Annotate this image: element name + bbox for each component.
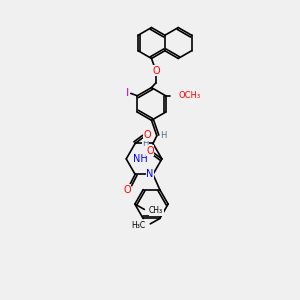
Text: O: O [146, 146, 154, 156]
Text: NH: NH [133, 154, 148, 164]
Text: H₃C: H₃C [131, 220, 146, 230]
Text: H: H [142, 139, 149, 148]
Text: OCH₃: OCH₃ [178, 91, 200, 100]
Text: O: O [143, 130, 151, 140]
Text: N: N [146, 169, 154, 179]
Text: O: O [123, 185, 130, 195]
Text: O: O [152, 66, 160, 76]
Text: CH₃: CH₃ [149, 206, 163, 215]
Text: I: I [126, 88, 129, 98]
Text: H: H [160, 130, 167, 140]
